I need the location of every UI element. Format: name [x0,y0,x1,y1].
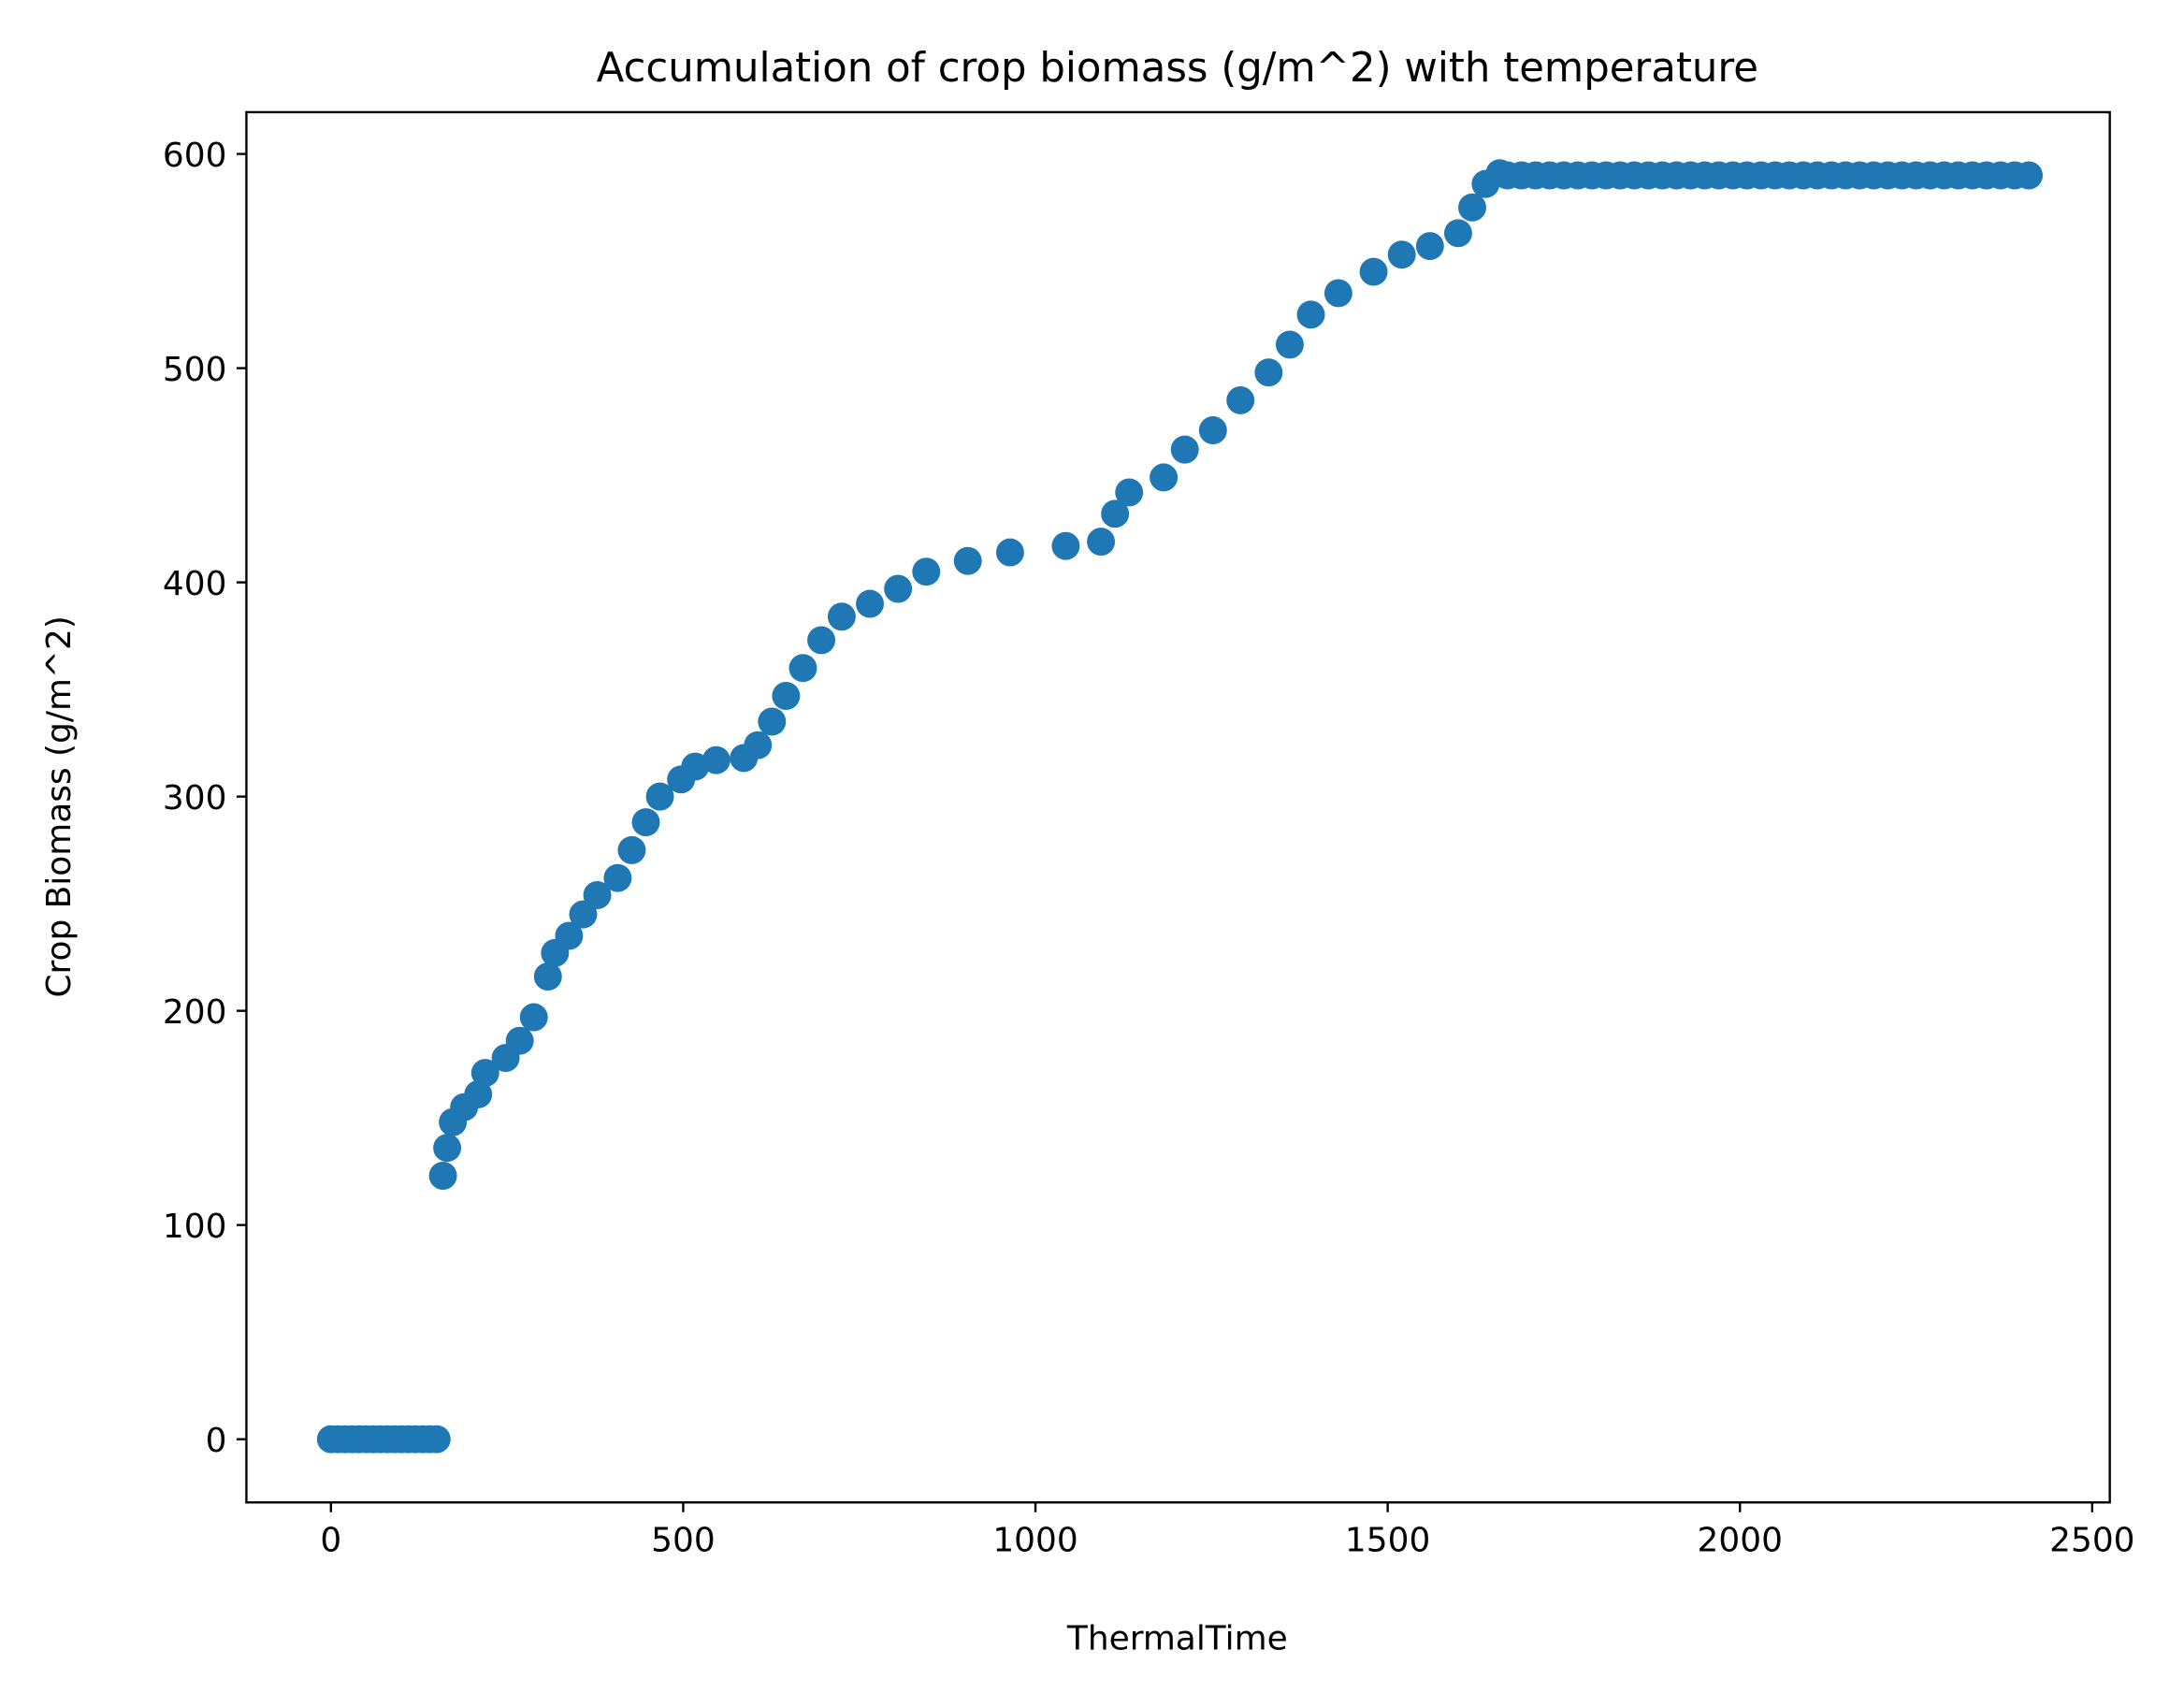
point [1087,528,1116,557]
x-axis-label: ThermalTime [1066,1619,1288,1657]
y-tick-label: 300 [163,779,227,818]
point [533,962,562,991]
point [1101,499,1130,528]
point [807,626,836,655]
point [1051,531,1080,560]
point [1115,478,1144,507]
point [1198,416,1227,444]
point [631,808,660,837]
y-tick-label: 400 [163,565,227,603]
point [617,835,646,864]
point [1275,330,1304,359]
point [1150,463,1179,492]
point [744,731,773,760]
point [603,863,632,892]
x-tick-label: 500 [651,1522,716,1560]
point [470,1059,499,1088]
point [912,557,941,586]
point [1387,240,1416,269]
x-tick-label: 2000 [1698,1522,1783,1560]
point [758,707,787,736]
point [1443,219,1472,248]
point [428,1162,457,1190]
point [788,654,817,683]
point [555,921,584,950]
x-tick-label: 1000 [992,1522,1078,1560]
point [464,1080,493,1108]
x-tick-label: 2500 [2049,1522,2134,1560]
point [827,602,856,631]
point [1458,193,1486,222]
y-tick-label: 200 [163,993,227,1032]
point [884,574,913,603]
point [433,1134,462,1163]
point [1226,385,1255,414]
point [701,745,730,774]
point [772,682,801,710]
x-tick-label: 0 [320,1522,341,1560]
point [422,1425,451,1454]
y-axis-label: Crop Biomass (g/m^2) [40,615,79,997]
plot-frame [245,110,2111,1504]
point [681,752,710,781]
y-tick-label: 500 [163,351,227,389]
point [1323,279,1352,308]
y-tick-label: 0 [206,1422,227,1460]
point [1359,257,1388,286]
point [1254,358,1283,387]
point [645,782,674,811]
y-tick-label: 100 [163,1208,227,1246]
y-tick-label: 600 [163,137,227,175]
x-tick-label: 1500 [1345,1522,1430,1560]
point [953,546,982,575]
point [995,538,1024,567]
point [2015,161,2044,190]
point [583,881,612,909]
point [1415,232,1444,261]
point [1170,435,1199,464]
point [856,589,884,618]
point [519,1003,548,1032]
chart-title: Accumulation of crop biomass (g/m^2) wit… [597,45,1758,92]
point [1296,300,1325,329]
point [569,900,598,929]
point [505,1026,534,1055]
